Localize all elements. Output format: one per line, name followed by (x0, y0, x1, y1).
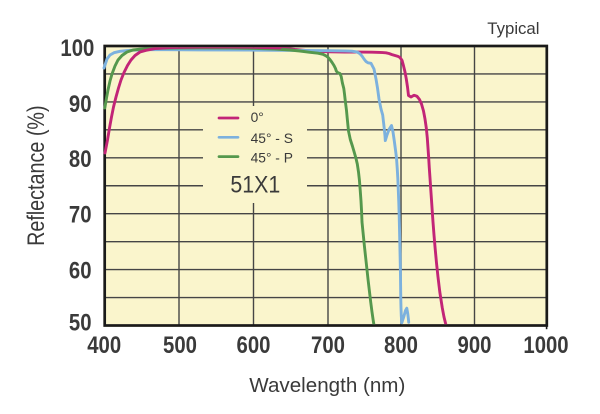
svg-text:Typical: Typical (487, 19, 539, 38)
svg-text:100: 100 (60, 34, 94, 61)
svg-text:500: 500 (163, 331, 197, 358)
svg-text:90: 90 (69, 90, 92, 117)
svg-text:70: 70 (69, 201, 92, 228)
svg-text:45° - P: 45° - P (251, 151, 293, 166)
svg-text:51X1: 51X1 (230, 170, 280, 198)
svg-text:50: 50 (69, 309, 92, 336)
svg-text:1000: 1000 (523, 331, 568, 358)
svg-text:400: 400 (87, 331, 121, 358)
svg-text:60: 60 (69, 257, 92, 284)
svg-text:Reflectance (%): Reflectance (%) (22, 105, 49, 245)
svg-text:0°: 0° (251, 110, 264, 125)
svg-text:600: 600 (237, 331, 271, 358)
svg-text:700: 700 (311, 331, 345, 358)
svg-text:900: 900 (458, 331, 492, 358)
svg-text:80: 80 (69, 145, 92, 172)
svg-text:45° - S: 45° - S (251, 131, 293, 146)
svg-text:800: 800 (384, 331, 418, 358)
svg-text:Wavelength (nm): Wavelength (nm) (249, 374, 405, 397)
